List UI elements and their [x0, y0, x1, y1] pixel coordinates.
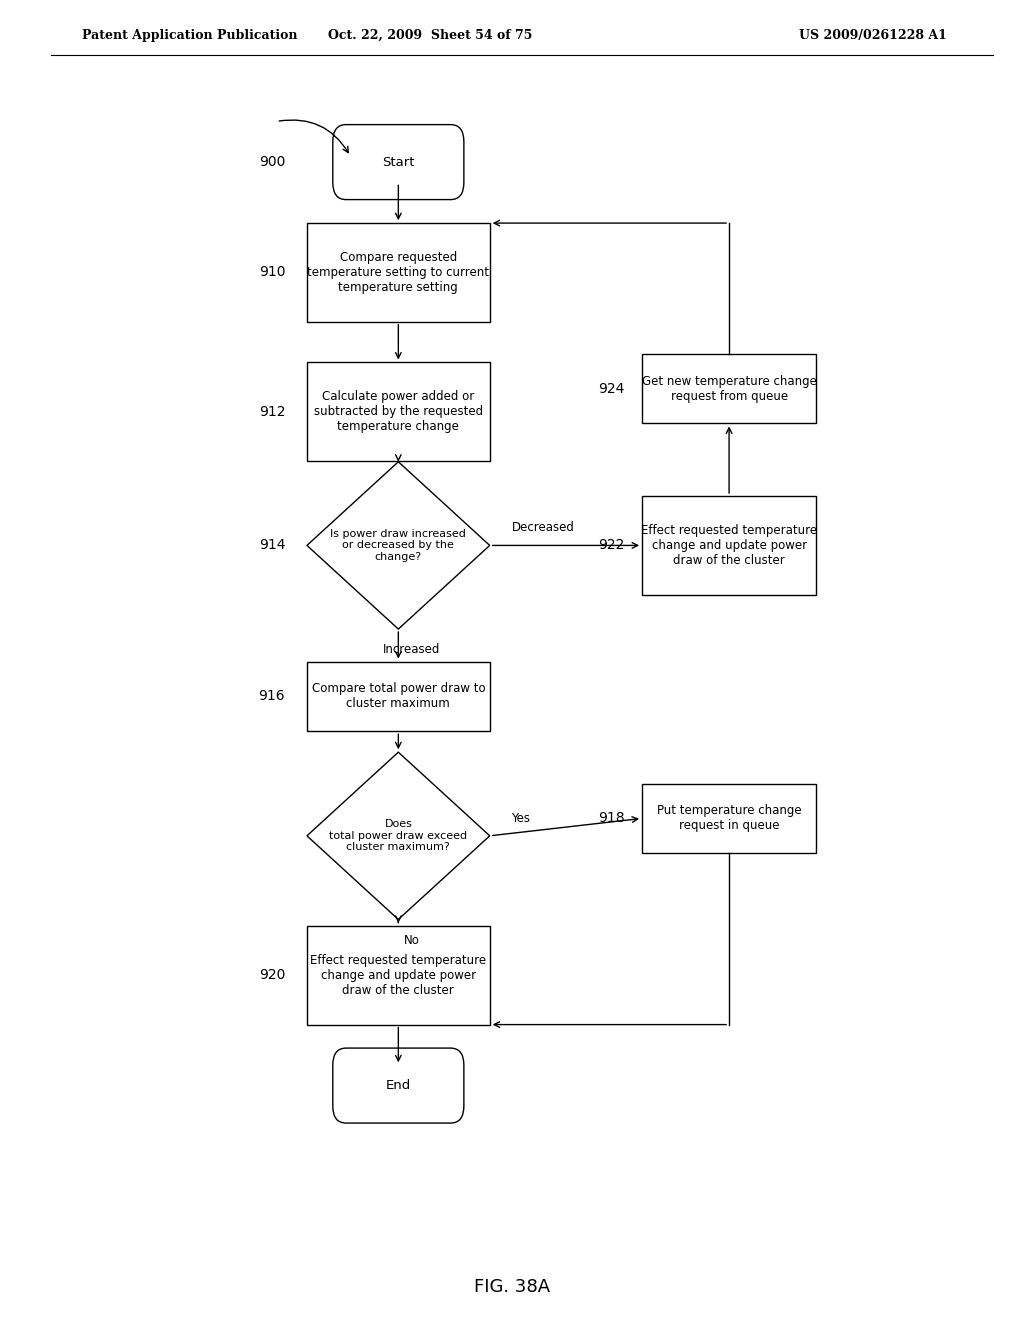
Text: 922: 922: [598, 539, 625, 553]
Text: Compare total power draw to
cluster maximum: Compare total power draw to cluster maxi…: [311, 682, 485, 710]
Text: 924: 924: [598, 381, 625, 396]
Text: Patent Application Publication: Patent Application Publication: [82, 29, 297, 42]
Text: US 2009/0261228 A1: US 2009/0261228 A1: [799, 29, 946, 42]
FancyBboxPatch shape: [333, 1048, 464, 1123]
Text: Start: Start: [382, 156, 415, 169]
Text: Decreased: Decreased: [512, 521, 574, 535]
Text: Does
total power draw exceed
cluster maximum?: Does total power draw exceed cluster max…: [330, 820, 467, 853]
Text: FIG. 38A: FIG. 38A: [474, 1278, 550, 1296]
Text: Effect requested temperature
change and update power
draw of the cluster: Effect requested temperature change and …: [641, 524, 817, 566]
Text: 920: 920: [259, 968, 286, 982]
Text: Increased: Increased: [383, 643, 440, 656]
Text: Effect requested temperature
change and update power
draw of the cluster: Effect requested temperature change and …: [310, 954, 486, 997]
Text: 912: 912: [259, 405, 286, 418]
Text: Calculate power added or
subtracted by the requested
temperature change: Calculate power added or subtracted by t…: [313, 391, 483, 433]
Text: Compare requested
temperature setting to current
temperature setting: Compare requested temperature setting to…: [307, 251, 489, 294]
Text: End: End: [386, 1078, 411, 1092]
FancyBboxPatch shape: [307, 925, 489, 1024]
Text: Yes: Yes: [512, 812, 530, 825]
Text: 918: 918: [598, 812, 625, 825]
Text: 916: 916: [258, 689, 286, 704]
Text: Oct. 22, 2009  Sheet 54 of 75: Oct. 22, 2009 Sheet 54 of 75: [328, 29, 532, 42]
Text: Get new temperature change
request from queue: Get new temperature change request from …: [642, 375, 816, 403]
FancyBboxPatch shape: [333, 124, 464, 199]
FancyBboxPatch shape: [642, 784, 816, 853]
FancyBboxPatch shape: [642, 354, 816, 424]
Text: 914: 914: [259, 539, 286, 553]
FancyBboxPatch shape: [642, 496, 816, 595]
FancyBboxPatch shape: [307, 223, 489, 322]
FancyBboxPatch shape: [307, 363, 489, 461]
Polygon shape: [307, 752, 489, 920]
FancyBboxPatch shape: [307, 661, 489, 731]
Text: Put temperature change
request in queue: Put temperature change request in queue: [656, 804, 802, 833]
Text: No: No: [403, 933, 420, 946]
Text: 910: 910: [259, 265, 286, 280]
Text: Is power draw increased
or decreased by the
change?: Is power draw increased or decreased by …: [331, 529, 466, 562]
Polygon shape: [307, 462, 489, 630]
Text: 900: 900: [259, 154, 286, 169]
